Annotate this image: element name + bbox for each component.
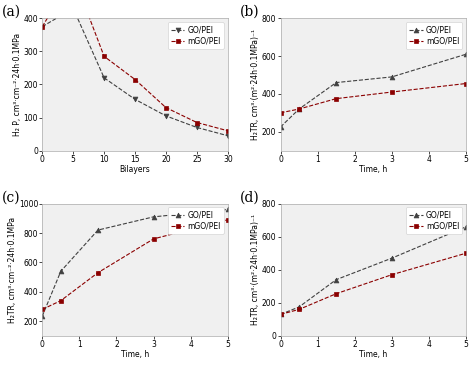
mGO/PEI: [296, 307, 302, 312]
mGO/PEI: [225, 128, 231, 133]
X-axis label: Time, h: Time, h: [359, 350, 387, 360]
mGO/PEI: [389, 90, 395, 94]
mGO/PEI: [39, 307, 45, 312]
GO/PEI: [333, 277, 339, 282]
mGO/PEI: [101, 54, 107, 58]
GO/PEI: [101, 76, 107, 80]
GO/PEI: [296, 107, 302, 111]
GO/PEI: [296, 305, 302, 309]
GO/PEI: [70, 6, 76, 11]
X-axis label: Bilayers: Bilayers: [119, 165, 150, 174]
Legend: GO/PEI, mGO/PEI: GO/PEI, mGO/PEI: [168, 207, 224, 234]
Text: (a): (a): [1, 5, 20, 19]
Legend: GO/PEI, mGO/PEI: GO/PEI, mGO/PEI: [168, 22, 224, 49]
mGO/PEI: [278, 312, 283, 316]
mGO/PEI: [151, 237, 156, 241]
mGO/PEI: [58, 299, 64, 303]
GO/PEI: [463, 52, 469, 57]
Line: GO/PEI: GO/PEI: [278, 224, 468, 317]
Legend: GO/PEI, mGO/PEI: GO/PEI, mGO/PEI: [406, 22, 462, 49]
GO/PEI: [39, 314, 45, 318]
GO/PEI: [389, 256, 395, 260]
mGO/PEI: [389, 273, 395, 277]
GO/PEI: [132, 97, 138, 101]
Line: GO/PEI: GO/PEI: [278, 52, 468, 130]
GO/PEI: [278, 312, 283, 316]
mGO/PEI: [333, 292, 339, 296]
GO/PEI: [463, 224, 469, 229]
GO/PEI: [194, 125, 200, 130]
mGO/PEI: [225, 218, 231, 222]
X-axis label: Time, h: Time, h: [121, 350, 149, 360]
Line: GO/PEI: GO/PEI: [40, 6, 230, 138]
GO/PEI: [95, 228, 101, 232]
Text: (b): (b): [240, 5, 259, 19]
GO/PEI: [225, 134, 231, 138]
Y-axis label: H₂TR, cm³·cm⁻²·24h·0.1MPa: H₂TR, cm³·cm⁻²·24h·0.1MPa: [9, 217, 18, 323]
Y-axis label: H₂TR, cm³·(m²·24h·0.1MPa)⁻¹: H₂TR, cm³·(m²·24h·0.1MPa)⁻¹: [251, 29, 260, 140]
Text: (c): (c): [1, 191, 20, 204]
mGO/PEI: [333, 96, 339, 101]
GO/PEI: [389, 75, 395, 79]
mGO/PEI: [95, 270, 101, 275]
GO/PEI: [39, 24, 45, 29]
Y-axis label: H₂TR, cm³·(m²·24h·0.1MPa)⁻¹: H₂TR, cm³·(m²·24h·0.1MPa)⁻¹: [251, 214, 260, 325]
Legend: GO/PEI, mGO/PEI: GO/PEI, mGO/PEI: [406, 207, 462, 234]
mGO/PEI: [296, 107, 302, 111]
GO/PEI: [58, 269, 64, 273]
mGO/PEI: [463, 251, 469, 255]
Y-axis label: H₂ P, cm³·cm⁻²·24h·0.1MPa: H₂ P, cm³·cm⁻²·24h·0.1MPa: [13, 33, 22, 136]
Line: GO/PEI: GO/PEI: [40, 207, 230, 319]
mGO/PEI: [163, 105, 169, 110]
mGO/PEI: [39, 24, 45, 29]
mGO/PEI: [132, 77, 138, 82]
Line: mGO/PEI: mGO/PEI: [278, 251, 468, 317]
GO/PEI: [333, 80, 339, 85]
GO/PEI: [278, 125, 283, 129]
X-axis label: Time, h: Time, h: [359, 165, 387, 174]
mGO/PEI: [194, 120, 200, 125]
GO/PEI: [225, 207, 231, 212]
Line: mGO/PEI: mGO/PEI: [40, 0, 230, 133]
GO/PEI: [151, 215, 156, 219]
Text: (d): (d): [240, 191, 259, 204]
Line: mGO/PEI: mGO/PEI: [40, 217, 230, 312]
mGO/PEI: [463, 81, 469, 86]
Line: mGO/PEI: mGO/PEI: [278, 81, 468, 115]
mGO/PEI: [278, 111, 283, 115]
GO/PEI: [163, 114, 169, 118]
